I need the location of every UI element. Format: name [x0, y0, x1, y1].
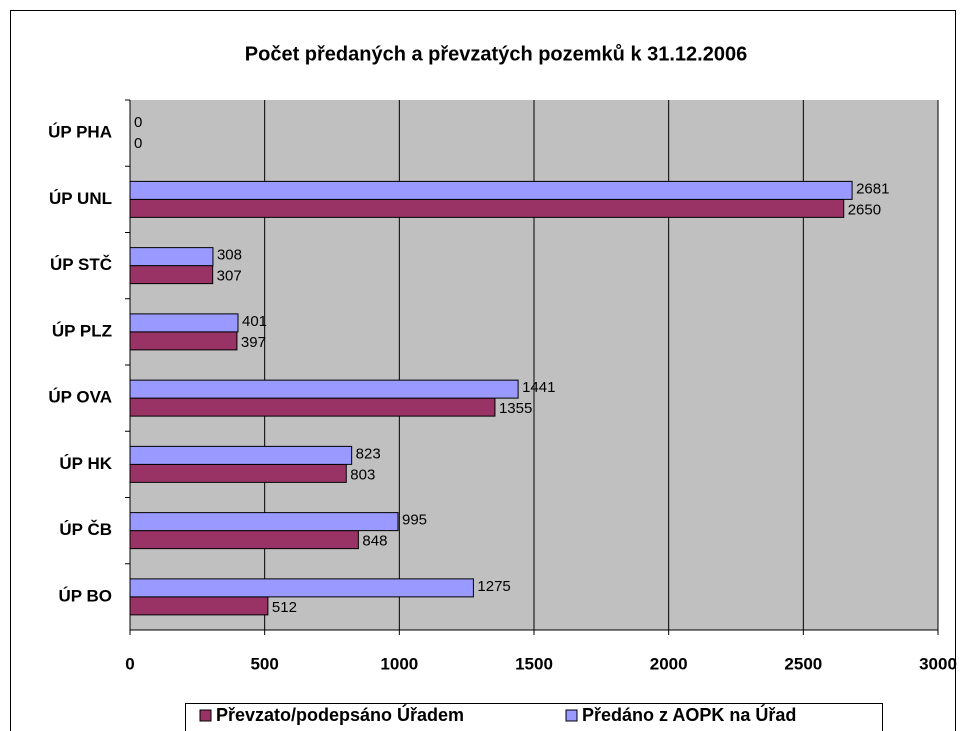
value-label: 2650 — [848, 201, 881, 218]
bar — [129, 313, 239, 333]
value-label: 995 — [402, 512, 427, 529]
legend-swatch — [199, 709, 212, 722]
chart-title: Počet předaných a převzatých pozemků k 3… — [245, 43, 747, 65]
y-tick-label: ÚP HK — [59, 454, 112, 473]
value-label: 803 — [350, 466, 375, 483]
value-label: 1441 — [522, 379, 555, 396]
value-label: 2681 — [856, 180, 889, 197]
value-label: 1355 — [499, 400, 532, 417]
y-tick-label: ÚP BO — [58, 586, 112, 605]
value-label: 397 — [241, 334, 266, 351]
bar — [129, 265, 214, 285]
bar — [129, 397, 496, 417]
bar — [129, 180, 853, 200]
value-label: 401 — [242, 313, 267, 330]
bar — [129, 198, 845, 218]
y-tick-label: ÚP ČB — [59, 520, 112, 539]
legend-label: Převzato/podepsáno Úřadem — [216, 704, 464, 725]
legend-label: Předáno z AOPK na Úřad — [582, 704, 796, 725]
value-label: 0 — [134, 135, 142, 152]
legend-swatch — [565, 709, 578, 722]
value-label: 1275 — [477, 578, 510, 595]
value-label: 0 — [134, 114, 142, 131]
bar — [129, 247, 214, 267]
x-tick-label: 1000 — [380, 654, 418, 673]
x-tick-label: 3000 — [919, 654, 957, 673]
bar — [129, 578, 474, 598]
value-label: 823 — [356, 445, 381, 462]
legend-box — [185, 703, 883, 731]
bar — [129, 512, 399, 532]
y-tick-label: ÚP PLZ — [52, 321, 112, 340]
x-tick-label: 500 — [250, 654, 278, 673]
bar — [129, 596, 269, 616]
bar — [129, 379, 519, 399]
bar — [129, 445, 353, 465]
value-label: 308 — [217, 247, 242, 264]
x-tick-label: 2000 — [650, 654, 688, 673]
y-tick-label: ÚP PHA — [48, 123, 112, 142]
y-tick-label: ÚP STČ — [50, 255, 112, 274]
bar — [129, 530, 359, 550]
bar — [129, 463, 347, 483]
x-tick-label: 1500 — [515, 654, 553, 673]
x-tick-label: 0 — [125, 654, 134, 673]
value-label: 512 — [272, 599, 297, 616]
bar — [129, 331, 238, 351]
y-tick-label: ÚP UNL — [49, 189, 112, 208]
x-tick-label: 2500 — [784, 654, 822, 673]
y-tick-label: ÚP OVA — [48, 388, 112, 407]
value-label: 848 — [362, 533, 387, 550]
value-label: 307 — [217, 268, 242, 285]
